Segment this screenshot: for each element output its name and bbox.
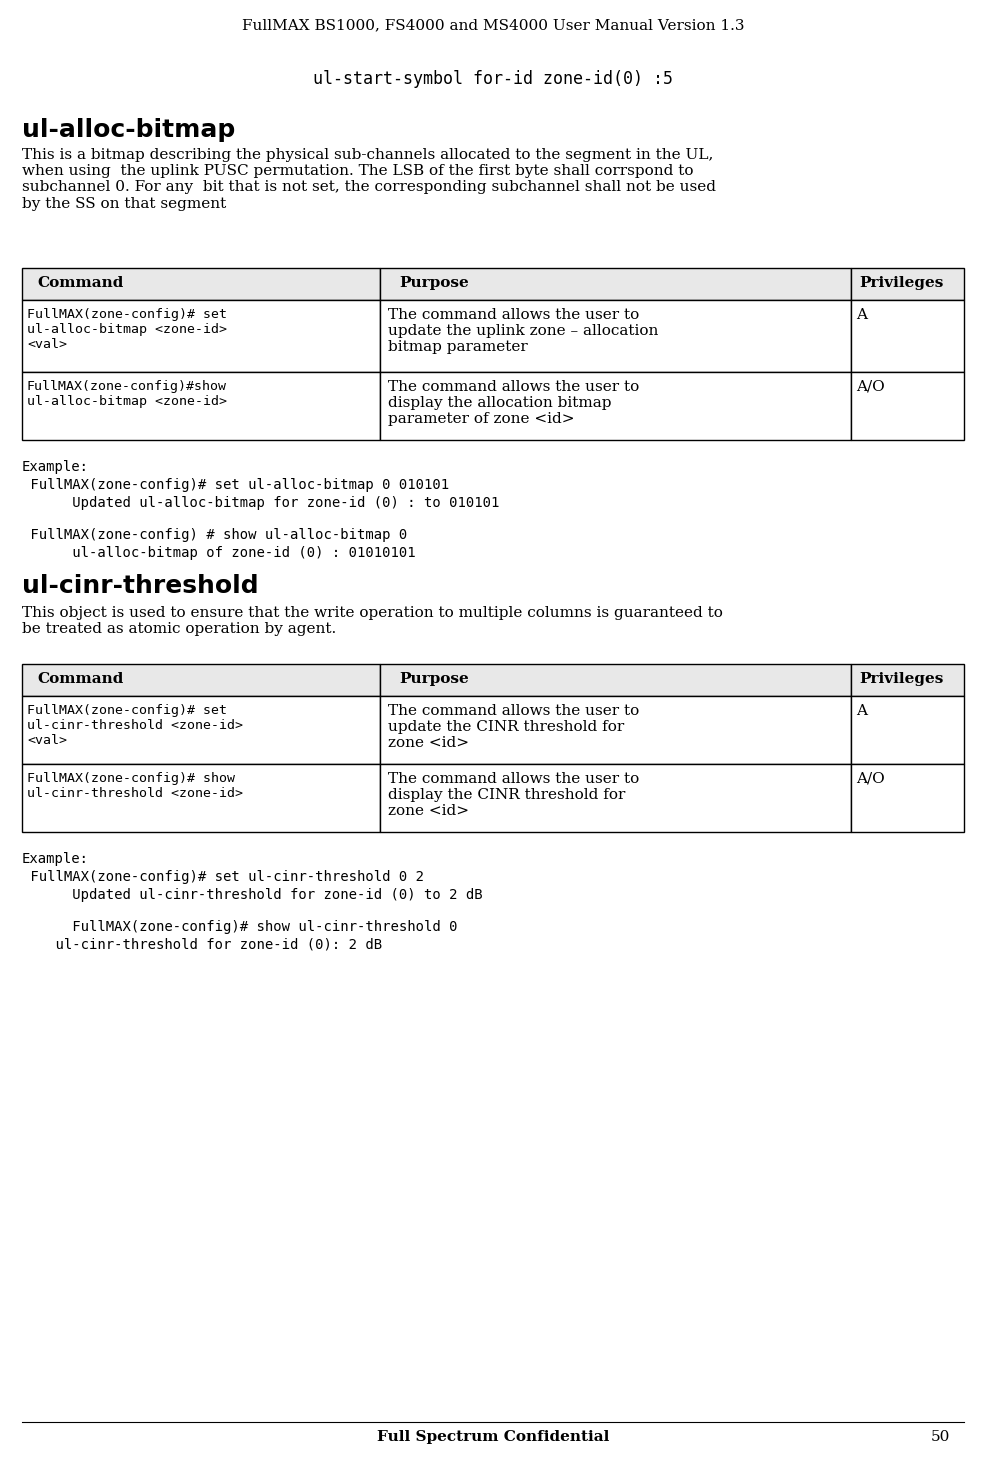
Bar — [851, 300, 964, 372]
Bar — [22, 665, 380, 695]
Text: 50: 50 — [931, 1430, 950, 1444]
Text: FullMAX(zone-config) # show ul-alloc-bitmap 0: FullMAX(zone-config) # show ul-alloc-bit… — [22, 529, 407, 542]
Bar — [380, 300, 851, 372]
Bar — [380, 764, 851, 832]
Text: ul-cinr-threshold for zone-id (0): 2 dB: ul-cinr-threshold for zone-id (0): 2 dB — [22, 938, 383, 952]
Text: Privileges: Privileges — [860, 672, 944, 687]
Text: A/O: A/O — [856, 772, 884, 786]
Bar — [380, 665, 851, 695]
Bar — [851, 268, 964, 300]
Text: FullMAX BS1000, FS4000 and MS4000 User Manual Version 1.3: FullMAX BS1000, FS4000 and MS4000 User M… — [242, 18, 744, 32]
Bar — [851, 695, 964, 764]
Text: This object is used to ensure that the write operation to multiple columns is gu: This object is used to ensure that the w… — [22, 606, 723, 637]
Bar — [380, 372, 851, 441]
Text: Full Spectrum Confidential: Full Spectrum Confidential — [377, 1430, 609, 1444]
Text: ul-alloc-bitmap: ul-alloc-bitmap — [22, 119, 236, 142]
Text: Example:: Example: — [22, 852, 89, 867]
Bar — [380, 268, 851, 300]
Text: ul-alloc-bitmap of zone-id (0) : 01010101: ul-alloc-bitmap of zone-id (0) : 0101010… — [22, 546, 416, 561]
Bar — [22, 764, 380, 832]
Bar — [22, 300, 380, 372]
Bar — [22, 268, 380, 300]
Bar — [22, 695, 380, 764]
Text: Command: Command — [37, 277, 124, 290]
Text: This is a bitmap describing the physical sub-channels allocated to the segment i: This is a bitmap describing the physical… — [22, 148, 716, 211]
Text: Privileges: Privileges — [860, 277, 944, 290]
Text: ul-cinr-threshold: ul-cinr-threshold — [22, 574, 258, 597]
Bar — [380, 695, 851, 764]
Text: FullMAX(zone-config)# set ul-cinr-threshold 0 2: FullMAX(zone-config)# set ul-cinr-thresh… — [22, 870, 424, 884]
Text: The command allows the user to
display the CINR threshold for
zone <id>: The command allows the user to display t… — [387, 772, 639, 818]
Bar — [22, 372, 380, 441]
Text: FullMAX(zone-config)# set
ul-alloc-bitmap <zone-id>
<val>: FullMAX(zone-config)# set ul-alloc-bitma… — [27, 307, 227, 351]
Text: Purpose: Purpose — [399, 277, 468, 290]
Text: A: A — [856, 307, 867, 322]
Text: ul-start-symbol for-id zone-id(0) :5: ul-start-symbol for-id zone-id(0) :5 — [313, 70, 673, 88]
Text: A/O: A/O — [856, 381, 884, 394]
Text: Updated ul-alloc-bitmap for zone-id (0) : to 010101: Updated ul-alloc-bitmap for zone-id (0) … — [22, 496, 499, 509]
Text: The command allows the user to
display the allocation bitmap
parameter of zone <: The command allows the user to display t… — [387, 381, 639, 426]
Bar — [851, 764, 964, 832]
Text: The command allows the user to
update the CINR threshold for
zone <id>: The command allows the user to update th… — [387, 704, 639, 751]
Text: Example:: Example: — [22, 460, 89, 474]
Text: A: A — [856, 704, 867, 717]
Text: FullMAX(zone-config)# set
ul-cinr-threshold <zone-id>
<val>: FullMAX(zone-config)# set ul-cinr-thresh… — [27, 704, 243, 747]
Text: Command: Command — [37, 672, 124, 687]
Text: FullMAX(zone-config)# show ul-cinr-threshold 0: FullMAX(zone-config)# show ul-cinr-thres… — [22, 919, 458, 934]
Text: Purpose: Purpose — [399, 672, 468, 687]
Text: The command allows the user to
update the uplink zone – allocation
bitmap parame: The command allows the user to update th… — [387, 307, 659, 354]
Text: FullMAX(zone-config)# show
ul-cinr-threshold <zone-id>: FullMAX(zone-config)# show ul-cinr-thres… — [27, 772, 243, 799]
Bar — [851, 665, 964, 695]
Bar — [851, 372, 964, 441]
Text: FullMAX(zone-config)#show
ul-alloc-bitmap <zone-id>: FullMAX(zone-config)#show ul-alloc-bitma… — [27, 381, 227, 408]
Text: FullMAX(zone-config)# set ul-alloc-bitmap 0 010101: FullMAX(zone-config)# set ul-alloc-bitma… — [22, 479, 450, 492]
Text: Updated ul-cinr-threshold for zone-id (0) to 2 dB: Updated ul-cinr-threshold for zone-id (0… — [22, 889, 482, 902]
